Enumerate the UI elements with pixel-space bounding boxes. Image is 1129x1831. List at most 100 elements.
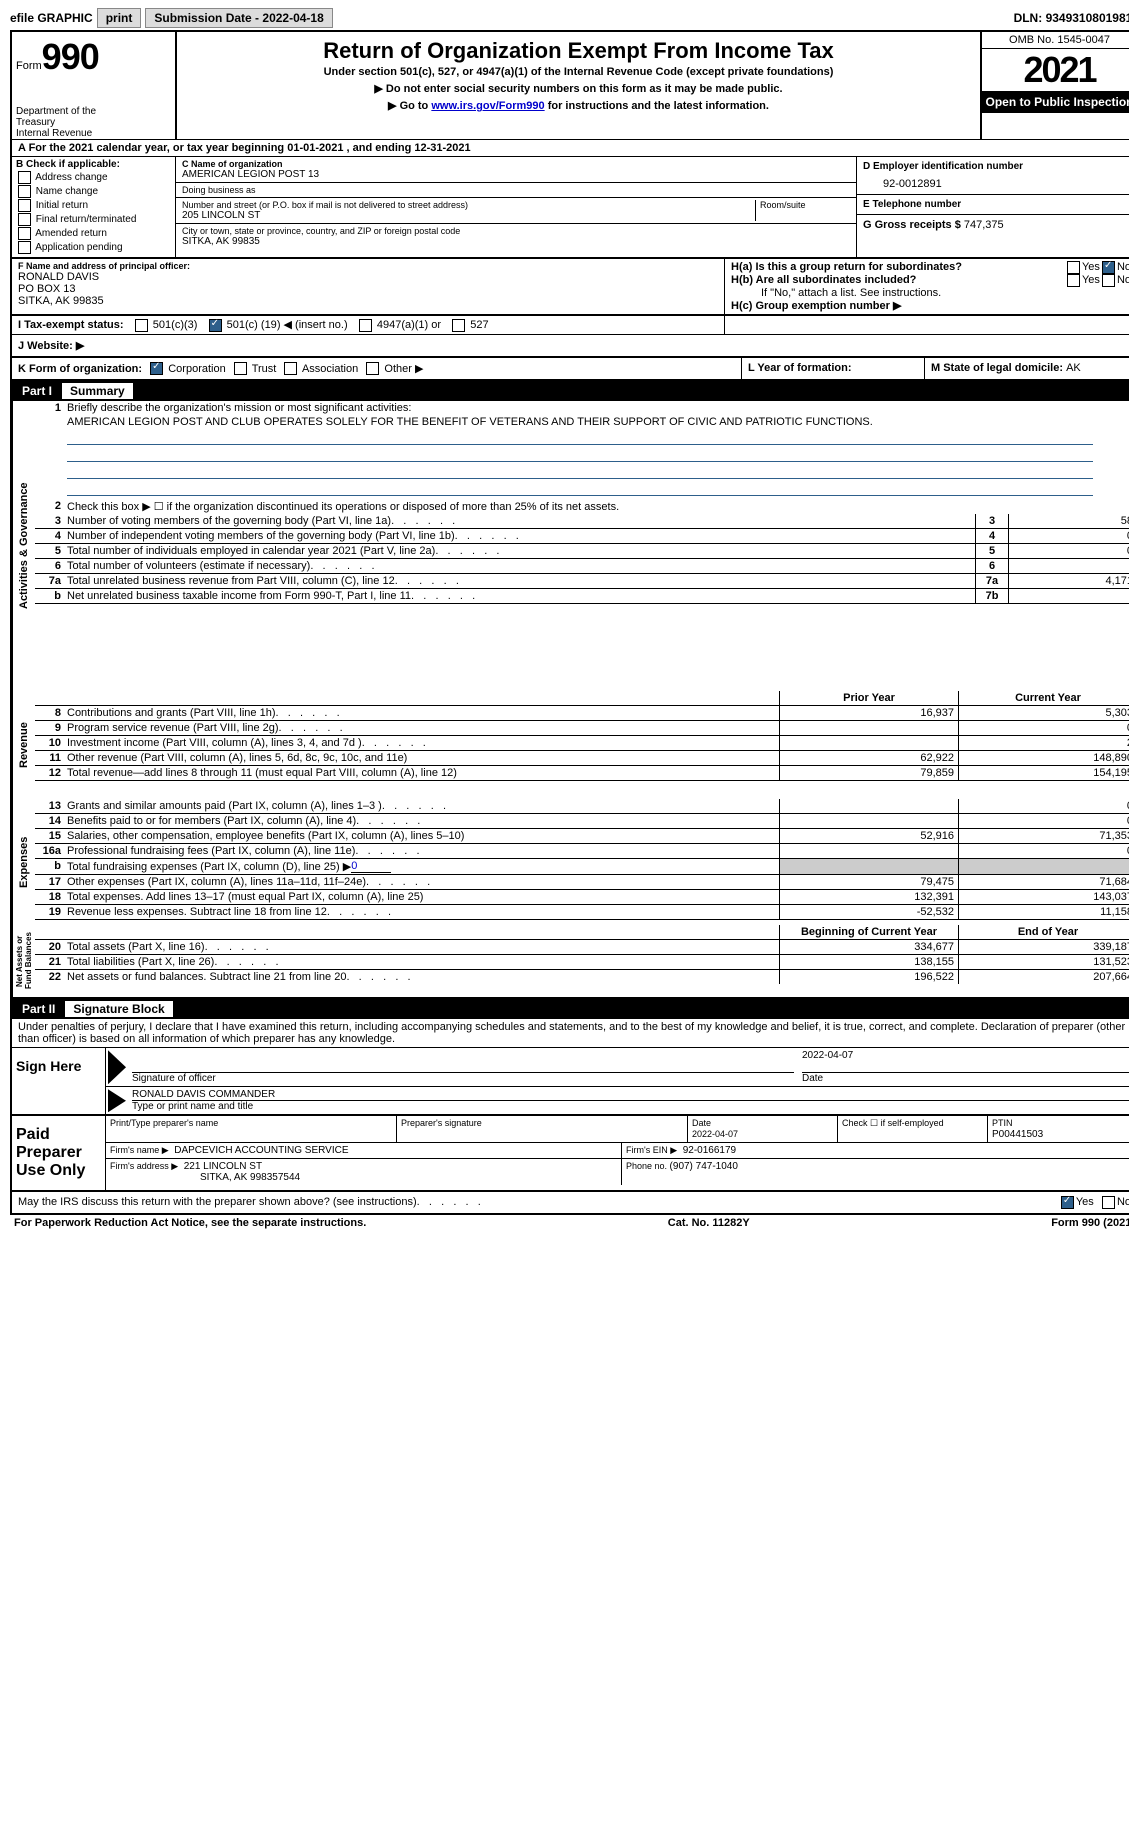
phone-cell: E Telephone number	[857, 195, 1129, 215]
line-14: 14Benefits paid to or for members (Part …	[35, 814, 1129, 829]
box-h-note	[724, 316, 1129, 334]
checkbox-icon	[18, 227, 31, 240]
line-4: 4Number of independent voting members of…	[35, 529, 1129, 544]
footer-mid: Cat. No. 11282Y	[668, 1217, 750, 1229]
gross-cell: G Gross receipts $ 747,375	[857, 215, 1129, 235]
line-18: 18Total expenses. Add lines 13–17 (must …	[35, 890, 1129, 905]
tab-expenses: Expenses	[12, 799, 35, 925]
prep-row-3: Firm's address ▶ 221 LINCOLN ST SITKA, A…	[106, 1159, 1129, 1185]
box-c: C Name of organization AMERICAN LEGION P…	[176, 157, 856, 257]
i-row: I Tax-exempt status: 501(c)(3) 501(c) (1…	[10, 316, 1129, 335]
checkbox-icon[interactable]	[1102, 274, 1115, 287]
line-16a: 16aProfessional fundraising fees (Part I…	[35, 844, 1129, 859]
tax-year: 2021	[982, 49, 1129, 91]
org-name-cell: C Name of organization AMERICAN LEGION P…	[176, 157, 856, 183]
checkbox-icon[interactable]	[209, 319, 222, 332]
cb-pending[interactable]: Application pending	[16, 241, 171, 254]
checkbox-icon[interactable]	[284, 362, 297, 375]
checkbox-icon[interactable]	[1102, 261, 1115, 274]
checkbox-icon	[18, 199, 31, 212]
checkbox-icon[interactable]	[366, 362, 379, 375]
street-cell: Number and street (or P.O. box if mail i…	[176, 198, 856, 224]
cb-amended[interactable]: Amended return	[16, 227, 171, 240]
checkbox-icon[interactable]	[452, 319, 465, 332]
fh-row: F Name and address of principal officer:…	[10, 259, 1129, 316]
checkbox-icon	[18, 185, 31, 198]
prep-row-1: Print/Type preparer's name Preparer's si…	[106, 1116, 1129, 1143]
cb-initial[interactable]: Initial return	[16, 199, 171, 212]
header-left: Form990 Department of theTreasuryInterna…	[12, 32, 177, 139]
box-i: I Tax-exempt status: 501(c)(3) 501(c) (1…	[12, 316, 724, 334]
topbar: efile GRAPHIC print Submission Date - 20…	[10, 8, 1129, 28]
checkbox-icon[interactable]	[234, 362, 247, 375]
dba-cell: Doing business as	[176, 183, 856, 198]
line-13: 13Grants and similar amounts paid (Part …	[35, 799, 1129, 814]
department: Department of theTreasuryInternal Revenu…	[16, 106, 171, 139]
checkbox-icon[interactable]	[1102, 1196, 1115, 1209]
page-footer: For Paperwork Reduction Act Notice, see …	[10, 1215, 1129, 1231]
efile-label: efile GRAPHIC	[10, 11, 93, 25]
form-number: 990	[42, 36, 99, 77]
line-9: 9Program service revenue (Part VIII, lin…	[35, 721, 1129, 736]
checkbox-icon[interactable]	[135, 319, 148, 332]
period-row: A For the 2021 calendar year, or tax yea…	[10, 139, 1129, 157]
line-20: 20Total assets (Part X, line 16)334,6773…	[35, 940, 1129, 955]
line-22: 22Net assets or fund balances. Subtract …	[35, 970, 1129, 984]
col-headers: Prior YearCurrent Year	[35, 691, 1129, 706]
checkbox-icon[interactable]	[359, 319, 372, 332]
omb-number: OMB No. 1545-0047	[982, 32, 1129, 49]
form-990-page: efile GRAPHIC print Submission Date - 20…	[0, 0, 1129, 1239]
line-7a: 7aTotal unrelated business revenue from …	[35, 574, 1129, 589]
ein-cell: D Employer identification number 92-0012…	[857, 157, 1129, 195]
form-label: Form	[16, 60, 42, 72]
klm-row: K Form of organization: Corporation Trus…	[10, 358, 1129, 382]
col-headers-2: Beginning of Current YearEnd of Year	[35, 925, 1129, 940]
paid-preparer: PaidPreparerUse Only Print/Type preparer…	[10, 1116, 1129, 1192]
line-3: 3Number of voting members of the governi…	[35, 514, 1129, 529]
box-b-header: B Check if applicable:	[16, 159, 171, 170]
box-j: J Website: ▶	[10, 335, 1129, 358]
cb-final[interactable]: Final return/terminated	[16, 213, 171, 226]
arrow-icon	[108, 1089, 126, 1112]
form-header: Form990 Department of theTreasuryInterna…	[10, 30, 1129, 139]
line-11: 11Other revenue (Part VIII, column (A), …	[35, 751, 1129, 766]
box-m: M State of legal domicile: AK	[924, 358, 1129, 380]
line-16b: bTotal fundraising expenses (Part IX, co…	[35, 859, 1129, 875]
checkbox-icon[interactable]	[1061, 1196, 1074, 1209]
line-1: 1 Briefly describe the organization's mi…	[35, 401, 1129, 499]
irs-link[interactable]: www.irs.gov/Form990	[431, 100, 544, 112]
footer-left: For Paperwork Reduction Act Notice, see …	[14, 1217, 366, 1229]
box-k: K Form of organization: Corporation Trus…	[12, 358, 741, 380]
checkbox-icon[interactable]	[150, 362, 163, 375]
discuss-row: May the IRS discuss this return with the…	[10, 1192, 1129, 1215]
line-19: 19Revenue less expenses. Subtract line 1…	[35, 905, 1129, 920]
checkbox-icon	[18, 213, 31, 226]
tab-revenue: Revenue	[12, 691, 35, 799]
line-7b: bNet unrelated business taxable income f…	[35, 589, 1129, 604]
line-12: 12Total revenue—add lines 8 through 11 (…	[35, 766, 1129, 781]
line-8: 8Contributions and grants (Part VIII, li…	[35, 706, 1129, 721]
line-17: 17Other expenses (Part IX, column (A), l…	[35, 875, 1129, 890]
arrow-icon	[108, 1050, 126, 1084]
cb-name[interactable]: Name change	[16, 185, 171, 198]
header-right: OMB No. 1545-0047 2021 Open to Public In…	[980, 32, 1129, 139]
summary: Activities & Governance 1 Briefly descri…	[10, 401, 1129, 999]
cb-address[interactable]: Address change	[16, 171, 171, 184]
sig-officer: Signature of officer	[128, 1048, 798, 1086]
city-cell: City or town, state or province, country…	[176, 224, 856, 249]
prep-row-2: Firm's name ▶ DAPCEVICH ACCOUNTING SERVI…	[106, 1143, 1129, 1159]
link-16b[interactable]: 0	[351, 860, 391, 873]
submission-date-button[interactable]: Submission Date - 2022-04-18	[145, 8, 332, 28]
open-public: Open to Public Inspection	[982, 91, 1129, 113]
line-6: 6Total number of volunteers (estimate if…	[35, 559, 1129, 574]
checkbox-icon	[18, 241, 31, 254]
line-15: 15Salaries, other compensation, employee…	[35, 829, 1129, 844]
checkbox-icon	[18, 171, 31, 184]
box-f: F Name and address of principal officer:…	[12, 259, 724, 314]
print-button[interactable]: print	[97, 8, 142, 28]
form-title: Return of Organization Exempt From Incom…	[185, 38, 972, 64]
checkbox-icon[interactable]	[1067, 274, 1080, 287]
sig-name: RONALD DAVIS COMMANDER Type or print nam…	[128, 1087, 1129, 1114]
checkbox-icon[interactable]	[1067, 261, 1080, 274]
info-block: B Check if applicable: Address change Na…	[10, 157, 1129, 259]
